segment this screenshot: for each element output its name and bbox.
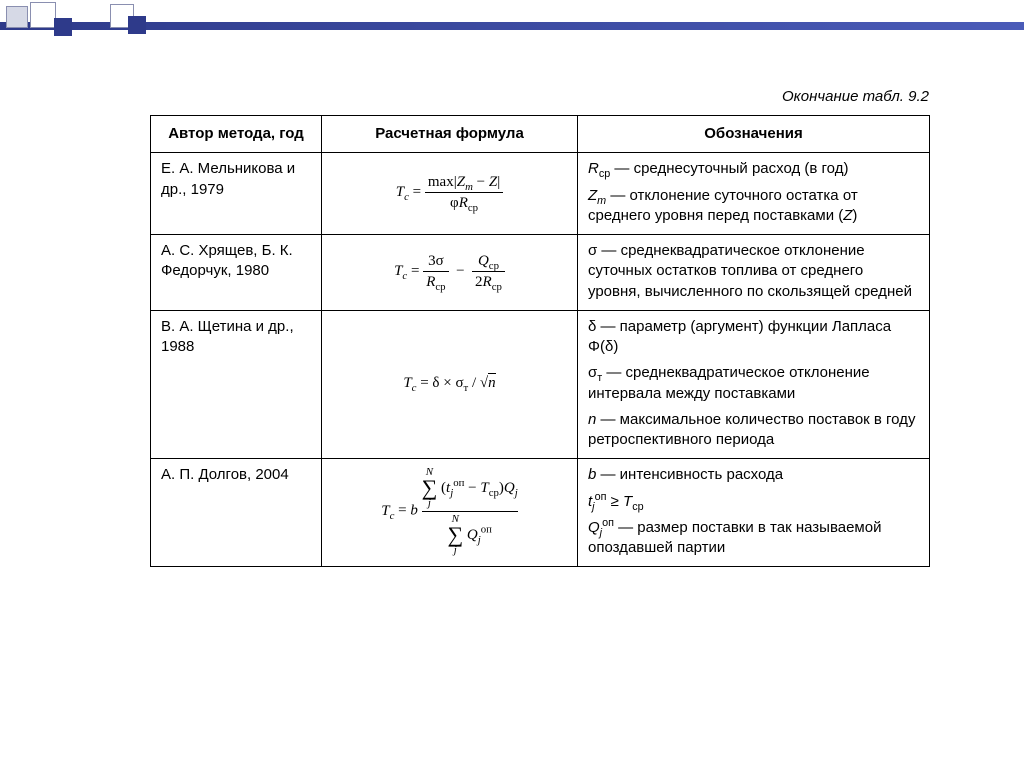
- desc-cell: σ — среднеквадратическое отклонение суто…: [578, 235, 930, 311]
- decor-square: [6, 6, 28, 28]
- formula-cell: Tc = max|Zm − Z| φRср: [322, 153, 578, 235]
- col-header-author: Автор метода, год: [151, 116, 322, 153]
- author-cell: А. П. Долгов, 2004: [151, 459, 322, 567]
- desc-cell: Rср — среднесуточный расход (в год) Zm —…: [578, 153, 930, 235]
- header-decoration: [0, 0, 1024, 48]
- decor-square: [128, 16, 146, 34]
- table-row: А. П. Долгов, 2004 Tc = b N∑j (tjоп − Tс…: [151, 459, 930, 567]
- decor-square: [54, 18, 72, 36]
- table-row: В. А. Щетина и др., 1988 Tc = δ × σт / √…: [151, 310, 930, 459]
- methods-table: Автор метода, год Расчетная формула Обоз…: [150, 115, 930, 567]
- author-cell: А. С. Хрящев, Б. К. Федорчук, 1980: [151, 235, 322, 311]
- desc-cell: δ — параметр (аргумент) функции Лапласа …: [578, 310, 930, 459]
- col-header-desc: Обозначения: [578, 116, 930, 153]
- table-row: А. С. Хрящев, Б. К. Федорчук, 1980 Tc = …: [151, 235, 930, 311]
- col-header-formula: Расчетная формула: [322, 116, 578, 153]
- formula-cell: Tc = b N∑j (tjоп − Tср)Qj N∑j Qjоп: [322, 459, 578, 567]
- methods-table-wrapper: Автор метода, год Расчетная формула Обоз…: [150, 115, 930, 567]
- formula-cell: Tc = 3σ Rср − Qср 2Rср: [322, 235, 578, 311]
- author-cell: В. А. Щетина и др., 1988: [151, 310, 322, 459]
- table-caption: Окончание табл. 9.2: [782, 88, 929, 105]
- table-row: Е. А. Мельникова и др., 1979 Tc = max|Zm…: [151, 153, 930, 235]
- header-bar: [0, 22, 1024, 30]
- table-header-row: Автор метода, год Расчетная формула Обоз…: [151, 116, 930, 153]
- desc-cell: b — интенсивность расхода tjоп ≥ Tср Qjо…: [578, 459, 930, 567]
- author-cell: Е. А. Мельникова и др., 1979: [151, 153, 322, 235]
- decor-square: [30, 2, 56, 28]
- formula-cell: Tc = δ × σт / √n: [322, 310, 578, 459]
